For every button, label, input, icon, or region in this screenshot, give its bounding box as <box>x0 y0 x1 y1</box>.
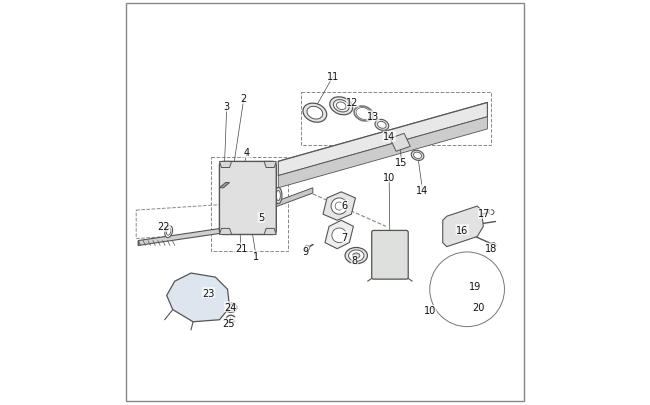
Circle shape <box>451 273 484 306</box>
Ellipse shape <box>276 191 280 201</box>
Ellipse shape <box>378 122 386 129</box>
Circle shape <box>476 269 480 273</box>
Circle shape <box>244 195 251 202</box>
Circle shape <box>335 202 343 211</box>
Ellipse shape <box>225 303 237 313</box>
Text: 20: 20 <box>473 302 485 312</box>
Circle shape <box>454 306 458 310</box>
Circle shape <box>194 288 209 303</box>
Ellipse shape <box>411 151 424 161</box>
Ellipse shape <box>356 108 371 120</box>
Circle shape <box>187 281 215 310</box>
Text: 12: 12 <box>346 98 359 107</box>
Text: 19: 19 <box>469 282 482 292</box>
Circle shape <box>331 198 347 215</box>
Circle shape <box>433 255 502 324</box>
Text: 8: 8 <box>352 256 358 266</box>
Ellipse shape <box>354 107 373 122</box>
Text: 9: 9 <box>303 246 309 256</box>
Ellipse shape <box>166 228 171 236</box>
Text: 22: 22 <box>157 222 170 232</box>
Text: 10: 10 <box>424 306 436 315</box>
Text: 24: 24 <box>225 302 237 312</box>
Circle shape <box>444 288 448 292</box>
Circle shape <box>385 246 395 256</box>
Circle shape <box>305 246 309 251</box>
Text: 25: 25 <box>222 318 235 328</box>
Ellipse shape <box>227 305 235 311</box>
Polygon shape <box>272 188 313 209</box>
Text: 17: 17 <box>478 209 491 219</box>
Circle shape <box>380 241 400 261</box>
Text: 6: 6 <box>341 201 348 211</box>
Ellipse shape <box>337 103 346 110</box>
Text: 4: 4 <box>244 148 250 158</box>
Polygon shape <box>220 183 229 188</box>
Polygon shape <box>278 117 488 188</box>
Circle shape <box>454 269 458 273</box>
Text: 18: 18 <box>484 244 497 254</box>
Circle shape <box>441 263 493 316</box>
Polygon shape <box>138 223 262 246</box>
Circle shape <box>233 184 262 213</box>
FancyBboxPatch shape <box>372 231 408 279</box>
Text: 3: 3 <box>224 102 230 112</box>
Circle shape <box>267 167 274 173</box>
Circle shape <box>222 167 229 173</box>
Ellipse shape <box>307 107 323 120</box>
Polygon shape <box>278 103 488 176</box>
Ellipse shape <box>275 188 282 204</box>
Ellipse shape <box>165 226 172 238</box>
Polygon shape <box>264 162 276 168</box>
Ellipse shape <box>228 175 235 180</box>
Circle shape <box>491 243 496 248</box>
Text: 13: 13 <box>367 112 379 122</box>
Ellipse shape <box>345 248 367 264</box>
Circle shape <box>222 224 229 230</box>
Text: 11: 11 <box>327 72 339 82</box>
Text: 21: 21 <box>235 244 247 254</box>
Ellipse shape <box>348 250 364 262</box>
Polygon shape <box>220 162 231 168</box>
Polygon shape <box>325 221 354 249</box>
Circle shape <box>267 224 274 230</box>
Circle shape <box>468 220 474 226</box>
Text: 16: 16 <box>456 225 469 235</box>
Ellipse shape <box>333 100 349 113</box>
Ellipse shape <box>303 104 327 123</box>
Polygon shape <box>220 229 231 235</box>
Polygon shape <box>443 207 484 247</box>
Text: 2: 2 <box>240 94 247 104</box>
Text: 7: 7 <box>341 232 348 242</box>
Polygon shape <box>323 192 356 221</box>
Text: 15: 15 <box>395 158 408 168</box>
Circle shape <box>332 228 346 243</box>
Polygon shape <box>264 229 276 235</box>
Ellipse shape <box>330 98 353 115</box>
Ellipse shape <box>352 254 360 259</box>
Circle shape <box>458 281 476 298</box>
Polygon shape <box>166 273 229 322</box>
Circle shape <box>476 306 480 310</box>
Circle shape <box>486 288 490 292</box>
Circle shape <box>430 252 504 327</box>
Circle shape <box>462 285 472 294</box>
Text: 14: 14 <box>416 185 428 195</box>
Circle shape <box>489 210 494 215</box>
Text: 23: 23 <box>202 288 215 298</box>
Circle shape <box>239 190 257 207</box>
Text: 1: 1 <box>253 251 259 261</box>
Text: 14: 14 <box>383 132 395 142</box>
Ellipse shape <box>413 153 421 159</box>
Ellipse shape <box>375 120 389 131</box>
FancyBboxPatch shape <box>220 162 276 235</box>
Polygon shape <box>390 134 410 152</box>
Circle shape <box>449 228 457 236</box>
Text: 5: 5 <box>258 213 265 223</box>
Ellipse shape <box>226 173 237 181</box>
Text: 10: 10 <box>383 173 395 182</box>
